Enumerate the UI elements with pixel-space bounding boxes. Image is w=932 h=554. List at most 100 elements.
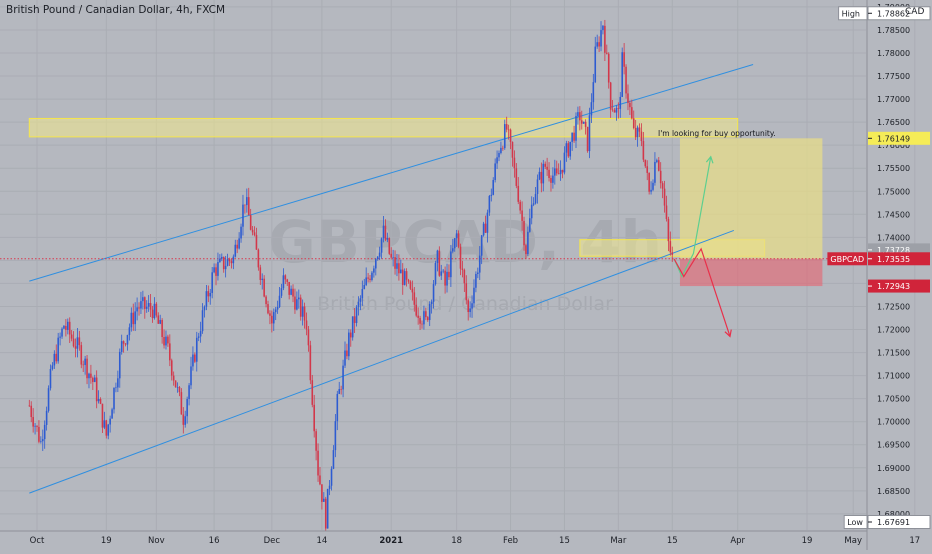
candle-body-82 <box>186 398 188 417</box>
candle-body-114 <box>247 197 250 216</box>
candle-37 <box>99 397 102 405</box>
candle-219 <box>450 245 452 287</box>
candle-body-279 <box>565 143 568 153</box>
candle-body-179 <box>373 268 375 273</box>
candle-body-227 <box>465 283 468 301</box>
candle-314 <box>632 110 635 130</box>
projection-arrow-head-1 <box>724 329 732 338</box>
candle-252 <box>513 150 516 178</box>
candle-body-125 <box>269 313 271 316</box>
candle-body-12 <box>51 365 54 369</box>
candle-body-136 <box>290 288 292 295</box>
candle-48 <box>120 334 123 355</box>
candle-101 <box>222 256 225 273</box>
candle-248 <box>505 116 508 133</box>
price-label-box-1 <box>868 131 930 145</box>
candle-body-76 <box>174 380 177 388</box>
candle-49 <box>122 340 125 353</box>
candle-19 <box>65 319 67 337</box>
candle-body-134 <box>286 279 289 282</box>
candle-body-21 <box>68 321 71 335</box>
candle-body-241 <box>492 179 495 195</box>
candle-270 <box>548 162 550 182</box>
candle-107 <box>234 239 237 258</box>
candle-body-28 <box>82 364 84 366</box>
candle-body-143 <box>303 306 306 321</box>
candle-body-222 <box>455 233 458 239</box>
candle-253 <box>515 163 518 189</box>
candle-121 <box>261 273 264 290</box>
candle-330 <box>663 180 666 213</box>
candle-body-92 <box>205 291 208 307</box>
candle-body-237 <box>484 223 487 233</box>
candle-212 <box>436 249 439 272</box>
candle-16 <box>59 332 61 346</box>
candle-259 <box>527 226 529 256</box>
projection-arrow-head-0 <box>705 155 714 164</box>
candle-body-32 <box>90 373 92 378</box>
candle-3 <box>34 422 36 435</box>
candle-217 <box>446 263 448 293</box>
candle-body-166 <box>348 332 350 357</box>
candle-body-221 <box>453 238 456 249</box>
candle-174 <box>363 278 366 290</box>
candle-161 <box>338 381 341 395</box>
price-label-tag-3: GBPCAD <box>830 255 864 264</box>
candle-body-1 <box>30 405 33 418</box>
candle-144 <box>305 312 308 336</box>
candle-227 <box>465 275 468 305</box>
candle-body-184 <box>382 225 385 239</box>
candle-51 <box>126 334 129 351</box>
candle-77 <box>176 382 179 393</box>
candle-body-284 <box>575 116 577 141</box>
candle-body-175 <box>365 277 367 285</box>
candle-126 <box>271 310 273 333</box>
candle-body-10 <box>47 388 50 411</box>
candle-333 <box>669 231 672 256</box>
y-tick-label-8: 1.75000 <box>877 187 910 196</box>
candle-body-189 <box>392 257 394 258</box>
price-label-value-1: 1.76149 <box>877 134 910 143</box>
candle-255 <box>519 199 521 214</box>
candle-135 <box>288 281 290 300</box>
candle-body-316 <box>636 127 639 138</box>
candle-body-130 <box>278 295 281 307</box>
candle-body-234 <box>478 255 481 273</box>
candle-body-158 <box>332 450 335 469</box>
candle-261 <box>530 196 533 225</box>
candle-287 <box>580 110 583 130</box>
candle-6 <box>40 436 42 444</box>
candle-292 <box>590 93 593 123</box>
candle-body-270 <box>548 169 550 178</box>
candle-body-95 <box>211 272 213 293</box>
candle-84 <box>190 356 192 390</box>
candle-body-325 <box>654 161 656 183</box>
candle-20 <box>67 318 69 335</box>
y-tick-label-18: 1.70000 <box>877 418 910 427</box>
candle-304 <box>613 108 616 113</box>
candle-body-312 <box>629 102 631 108</box>
candle-109 <box>238 232 240 250</box>
zone-stop <box>679 258 823 287</box>
candle-body-23 <box>72 338 75 347</box>
y-tick-label-7: 1.75500 <box>877 164 910 173</box>
candle-192 <box>398 254 400 281</box>
price-label-value-3: 1.73535 <box>877 255 910 264</box>
y-tick-label-16: 1.71000 <box>877 372 910 381</box>
candle-28 <box>82 360 84 372</box>
candle-260 <box>529 208 531 233</box>
x-tick-label-15: 17 <box>909 536 920 546</box>
candle-234 <box>478 246 481 281</box>
candle-64 <box>151 305 154 323</box>
candle-63 <box>149 294 152 317</box>
candle-body-167 <box>349 332 352 338</box>
candle-86 <box>194 352 196 364</box>
x-tick-label-7: 18 <box>451 536 462 546</box>
candle-body-111 <box>242 204 244 227</box>
candle-138 <box>294 288 296 314</box>
candle-85 <box>192 346 194 371</box>
candle-216 <box>444 266 446 294</box>
candle-body-275 <box>557 173 560 175</box>
candle-body-133 <box>284 275 287 280</box>
candle-289 <box>584 119 587 135</box>
